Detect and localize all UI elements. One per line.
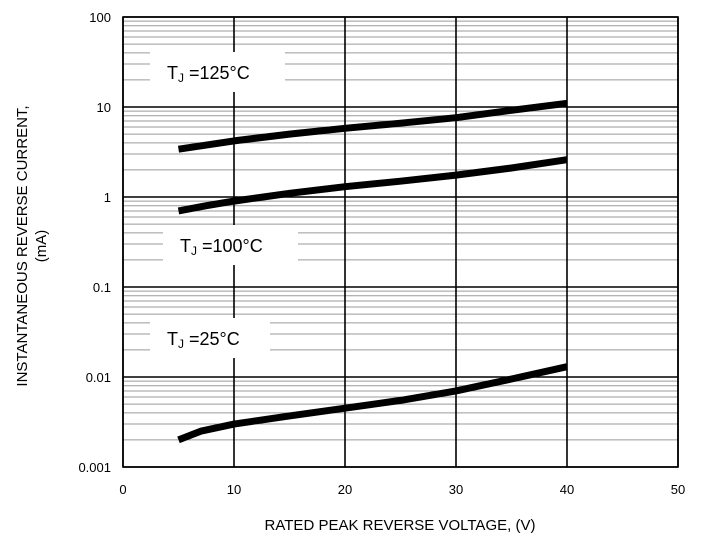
- x-tick-label: 40: [560, 482, 574, 497]
- series-line-1: [177, 99, 568, 153]
- x-tick-labels: 0 10 20 30 40 50: [119, 482, 685, 497]
- y-tick-label: 0.1: [93, 280, 111, 295]
- x-tick-label: 20: [338, 482, 352, 497]
- series-line-2: [177, 156, 568, 215]
- series-label-box-2: [163, 225, 298, 265]
- series-label-3: TJ =25°C: [167, 329, 240, 351]
- x-tick-label: 0: [119, 482, 126, 497]
- x-tick-label: 30: [449, 482, 463, 497]
- series-labels: TJ =125°C TJ =100°C TJ =25°C: [150, 52, 298, 358]
- series-label-1: TJ =125°C: [167, 63, 250, 85]
- plot-frame: [122, 16, 679, 468]
- plot-border: [122, 16, 679, 468]
- y-axis-label-line1: INSTANTANEOUS REVERSE CURRENT,: [14, 105, 31, 386]
- x-axis-label: RATED PEAK REVERSE VOLTAGE, (V): [265, 517, 536, 534]
- x-tick-label: 10: [227, 482, 241, 497]
- y-tick-label: 0.001: [78, 460, 111, 475]
- y-tick-labels: 0.001 0.01 0.1 1 10 100: [78, 10, 111, 475]
- y-tick-label: 10: [97, 100, 111, 115]
- y-tick-label: 100: [89, 10, 111, 25]
- series-lines: [177, 99, 568, 444]
- series-line-3: [177, 363, 568, 444]
- y-axis-label-line2: (mA): [33, 230, 50, 263]
- y-tick-label: 1: [104, 190, 111, 205]
- series-label-2: TJ =100°C: [180, 236, 263, 258]
- series-label-box-3: [150, 318, 270, 358]
- x-tick-label: 50: [671, 482, 685, 497]
- y-tick-label: 0.01: [86, 370, 111, 385]
- series-label-box-1: [150, 52, 285, 92]
